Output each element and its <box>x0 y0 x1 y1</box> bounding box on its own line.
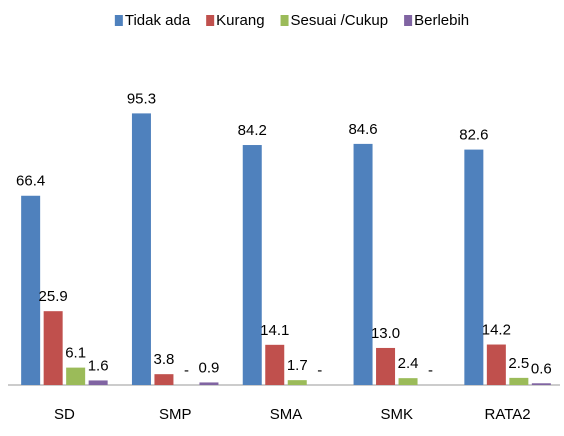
bar <box>43 311 63 385</box>
value-label: - <box>184 362 189 379</box>
legend-label: Berlebih <box>414 12 469 29</box>
legend-label: Kurang <box>216 12 264 29</box>
bar <box>486 344 506 385</box>
value-label: 13.0 <box>371 325 400 342</box>
bar <box>464 149 484 385</box>
value-label: 95.3 <box>127 90 156 107</box>
bar <box>131 113 151 386</box>
value-label: 66.4 <box>16 173 45 190</box>
bar <box>287 380 307 385</box>
bar <box>531 383 551 385</box>
legend-swatch <box>206 15 215 26</box>
value-label: 14.2 <box>482 321 511 338</box>
bar <box>199 382 219 385</box>
value-label: 6.1 <box>65 345 86 362</box>
bar <box>376 347 396 385</box>
x-tick-label: RATA2 <box>485 406 531 423</box>
value-label: 82.6 <box>459 127 488 144</box>
value-label: 14.1 <box>260 322 289 339</box>
bar <box>353 143 373 385</box>
bar <box>398 378 418 385</box>
bar <box>242 145 262 385</box>
bar <box>154 374 174 385</box>
x-tick-label: SD <box>54 406 75 423</box>
value-label: 84.2 <box>238 122 267 139</box>
value-label: 1.7 <box>287 357 308 374</box>
legend-swatch <box>404 15 413 26</box>
value-label: 84.6 <box>348 121 377 138</box>
value-label: 2.4 <box>398 355 419 372</box>
x-tick-label: SMA <box>270 406 303 423</box>
value-label: 2.5 <box>508 355 529 372</box>
legend-swatch <box>114 15 123 26</box>
value-label: 0.9 <box>199 359 220 376</box>
value-label: 0.6 <box>531 360 552 377</box>
value-label: 25.9 <box>39 288 68 305</box>
bar <box>21 195 41 385</box>
bar <box>66 367 86 385</box>
value-label: 1.6 <box>88 357 109 374</box>
legend-label: Tidak ada <box>125 12 191 29</box>
legend-swatch <box>280 15 289 26</box>
value-label: 3.8 <box>154 351 175 368</box>
bar <box>88 380 108 385</box>
bar <box>265 344 285 385</box>
x-tick-label: SMK <box>381 406 414 423</box>
value-label: - <box>317 362 322 379</box>
x-tick-label: SMP <box>159 406 192 423</box>
value-label: - <box>428 362 433 379</box>
bar <box>509 377 529 385</box>
legend-label: Sesuai /Cukup <box>291 12 389 29</box>
